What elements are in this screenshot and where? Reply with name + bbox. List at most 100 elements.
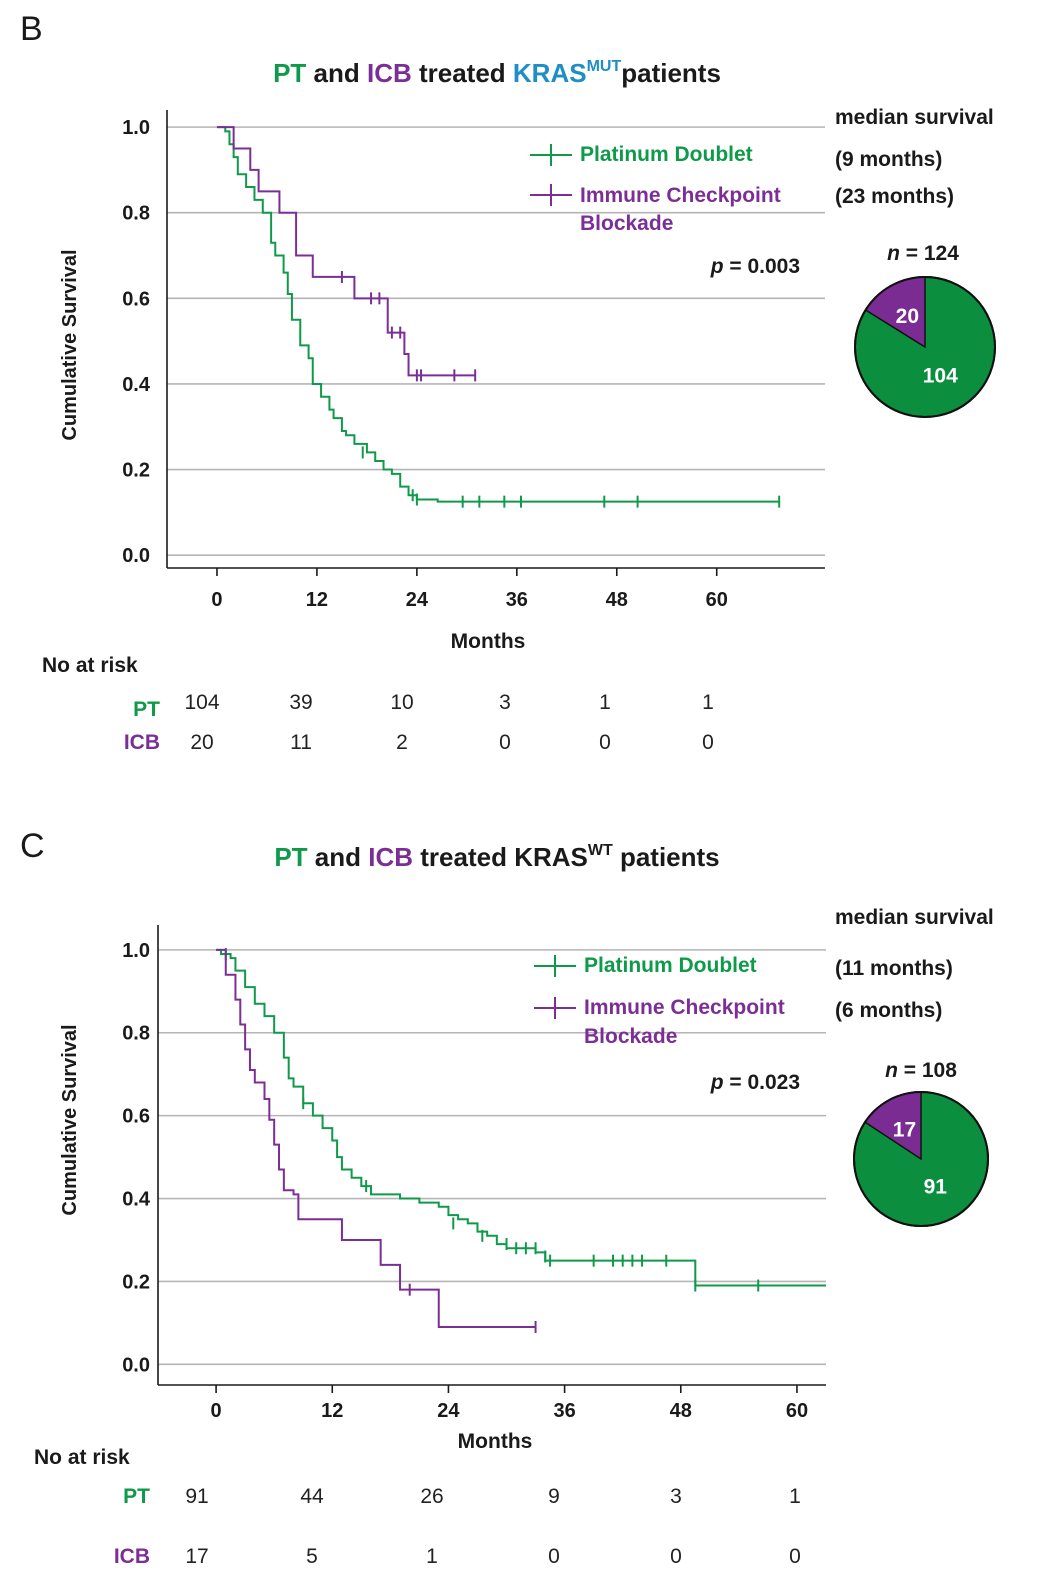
y-tick-label: 0.4 <box>122 374 151 396</box>
risk-value-icb: 5 <box>306 1545 318 1568</box>
title-sup: WT <box>588 842 613 859</box>
gridlines-b <box>167 126 825 556</box>
legend-pt-label: Platinum Doublet <box>584 954 757 977</box>
risk-value-icb: 2 <box>396 731 408 754</box>
risk-value-pt: 3 <box>499 691 511 714</box>
title-icb: ICB <box>367 58 412 88</box>
risk-heading-c: No at risk <box>34 1446 130 1469</box>
y-tick-label: 0.2 <box>122 460 150 482</box>
pie-outline <box>854 276 996 418</box>
panel-c: C PT and ICB treated KRASWT patients Cum… <box>20 827 994 1568</box>
survival-curve-icb <box>216 126 476 377</box>
title-sup: MUT <box>587 58 622 75</box>
median-heading-b: median survival <box>835 106 994 129</box>
title-icb: ICB <box>368 842 413 872</box>
x-tick-label: 12 <box>321 1400 343 1422</box>
risk-value-icb: 0 <box>548 1545 560 1568</box>
risk-value-pt: 10 <box>390 691 413 714</box>
x-ticks-b: 0 12 24 36 48 60 <box>211 568 728 611</box>
x-tick-label: 36 <box>506 589 528 611</box>
x-axis-label-b: Months <box>451 630 526 653</box>
risk-value-pt: 1 <box>702 691 714 714</box>
y-tick-label: 0.8 <box>122 1023 150 1045</box>
risk-value-icb: 0 <box>789 1545 801 1568</box>
risk-icb-label-b: ICB <box>124 731 160 754</box>
median-pt-b: (9 months) <box>835 148 942 171</box>
y-tick-label: 0.6 <box>122 1106 150 1128</box>
risk-value-icb: 1 <box>426 1545 438 1568</box>
pie-outline <box>853 1091 989 1227</box>
series-b <box>216 126 781 508</box>
legend-pt-label: Platinum Doublet <box>580 143 753 166</box>
risk-value-pt: 1 <box>789 1485 801 1508</box>
legend-c: Platinum Doublet Immune Checkpoint Block… <box>534 954 785 1048</box>
y-tick-label: 1.0 <box>122 940 150 962</box>
title-and: and <box>308 842 369 872</box>
pie-n-b: n = 124 <box>887 242 959 265</box>
title-treated: treated <box>413 842 514 872</box>
risk-heading-b: No at risk <box>42 654 138 677</box>
risk-value-pt: 39 <box>289 691 312 714</box>
x-tick-label: 60 <box>706 589 728 611</box>
gridlines-c <box>158 949 826 1366</box>
risk-value-icb: 0 <box>702 731 714 754</box>
x-tick-label: 12 <box>306 589 328 611</box>
risk-value-pt: 91 <box>185 1485 208 1508</box>
title-and: and <box>306 58 367 88</box>
x-tick-label: 48 <box>670 1400 692 1422</box>
x-tick-label: 60 <box>786 1400 808 1422</box>
chart-title-b: PT and ICB treated KRASMUTpatients <box>273 58 721 88</box>
risk-value-pt: 26 <box>420 1485 443 1508</box>
risk-pt-label-c: PT <box>123 1485 150 1508</box>
pie-label-pt: 91 <box>924 1176 948 1199</box>
risk-value-icb: 11 <box>290 731 312 754</box>
title-pt: PT <box>273 58 306 88</box>
y-tick-label: 0.6 <box>122 288 150 310</box>
pie-b: 20 104 <box>854 276 996 418</box>
survival-curve-pt <box>216 948 826 1287</box>
x-axis-label-c: Months <box>458 1430 533 1453</box>
title-tail: patients <box>613 842 720 872</box>
risk-pt-label-b: PT <box>133 698 160 721</box>
title-tail: patients <box>621 58 721 88</box>
risk-value-icb: 0 <box>599 731 611 754</box>
x-tick-label: 36 <box>553 1400 575 1422</box>
y-ticks-c: 0.0 0.2 0.4 0.6 0.8 1.0 <box>122 940 151 1376</box>
x-tick-label: 24 <box>437 1400 460 1422</box>
y-tick-label: 1.0 <box>122 117 150 139</box>
title-kras: KRAS <box>513 58 587 88</box>
risk-value-pt: 9 <box>548 1485 560 1508</box>
title-kras: KRAS <box>514 842 588 872</box>
y-tick-label: 0.0 <box>122 545 150 567</box>
median-pt-c: (11 months) <box>835 957 953 980</box>
legend-icb-label-line2: Blockade <box>584 1025 677 1048</box>
legend-icb-label-line1: Immune Checkpoint <box>584 996 785 1019</box>
y-tick-label: 0.0 <box>122 1354 150 1376</box>
risk-value-pt: 3 <box>670 1485 682 1508</box>
survival-curve-pt <box>216 126 780 503</box>
x-tick-label: 24 <box>406 589 429 611</box>
survival-curve-icb <box>216 948 536 1328</box>
pie-label-icb: 20 <box>896 305 919 328</box>
median-icb-b: (23 months) <box>835 185 954 208</box>
chart-title-c: PT and ICB treated KRASWT patients <box>274 842 719 872</box>
panel-letter-c: C <box>20 827 45 865</box>
median-heading-c: median survival <box>835 906 994 929</box>
pie-n-c: n = 108 <box>885 1059 957 1082</box>
axes-c <box>157 925 826 1386</box>
y-axis-label-b: Cumulative Survival <box>59 249 81 440</box>
risk-values-b: 104 39 10 3 1 120 11 2 0 0 0 <box>184 691 713 754</box>
risk-values-c: 91 44 26 9 3 1 17 5 1 0 0 0 <box>185 1485 801 1568</box>
y-ticks-b: 0.0 0.2 0.4 0.6 0.8 1.0 <box>122 117 151 567</box>
pie-label-icb: 17 <box>893 1118 916 1141</box>
risk-value-icb: 17 <box>185 1545 208 1568</box>
risk-icb-label-c: ICB <box>114 1545 150 1568</box>
legend-b: Platinum Doublet Immune Checkpoint Block… <box>530 143 781 235</box>
title-treated: treated <box>412 58 513 88</box>
legend-icb-label-line2: Blockade <box>580 212 673 235</box>
x-tick-label: 0 <box>211 1400 222 1422</box>
risk-value-icb: 0 <box>670 1545 682 1568</box>
median-icb-c: (6 months) <box>835 999 942 1022</box>
series-c <box>216 948 826 1333</box>
